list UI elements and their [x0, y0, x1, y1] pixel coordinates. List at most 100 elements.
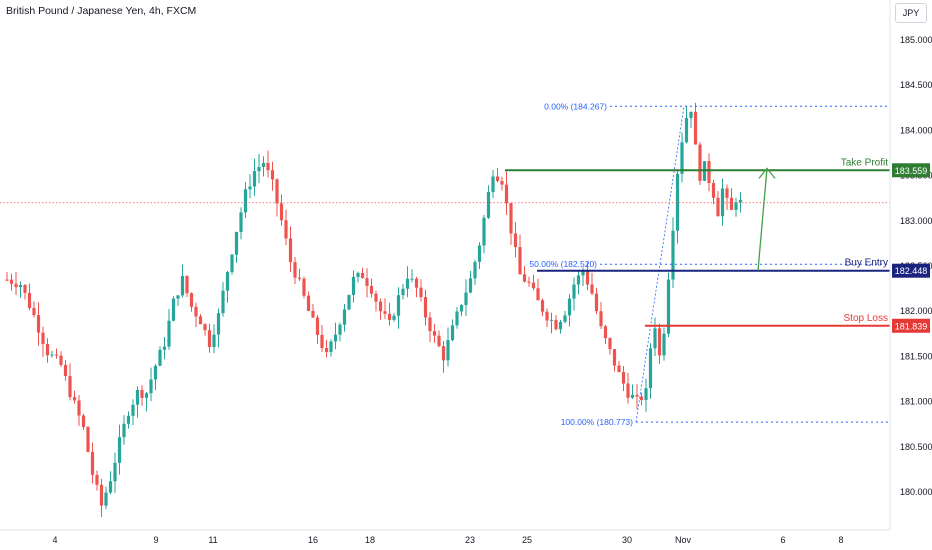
- candle-body: [185, 275, 189, 294]
- candle-body: [423, 297, 428, 318]
- candle-body: [432, 331, 437, 336]
- level-label: Take Profit: [841, 157, 888, 168]
- candle-body: [401, 288, 405, 296]
- candle: [275, 178, 279, 217]
- candle: [725, 184, 729, 210]
- candle-body: [230, 254, 234, 273]
- arrow-shaft: [757, 168, 768, 271]
- price-tag-label: 183.559: [895, 166, 928, 176]
- x-tick-label: 11: [208, 535, 217, 545]
- candle: [356, 271, 360, 283]
- candle-body: [662, 333, 666, 356]
- candle: [635, 384, 639, 410]
- candle-body: [378, 301, 383, 312]
- candle: [108, 471, 113, 495]
- candle: [693, 102, 698, 145]
- candle-body: [504, 184, 509, 204]
- candle-body: [738, 199, 743, 203]
- candle: [617, 361, 621, 373]
- candle: [666, 272, 671, 337]
- price-tag: [892, 263, 930, 278]
- candle-body: [522, 274, 527, 282]
- candle: [608, 337, 612, 355]
- candle: [554, 315, 558, 331]
- candle: [59, 351, 63, 368]
- candle-body: [153, 365, 158, 380]
- x-tick-label: 25: [522, 535, 532, 545]
- fib-level-label: 0.00% (184.267): [544, 101, 607, 111]
- candle: [653, 317, 657, 357]
- candle-body: [32, 308, 36, 316]
- price-tag-label: 182.448: [895, 266, 928, 276]
- candle-body: [374, 293, 378, 302]
- candle-body: [693, 111, 698, 145]
- candle: [347, 294, 351, 311]
- candle-body: [585, 270, 590, 285]
- fib-level-label: 50.00% (182.520): [529, 259, 597, 269]
- candle: [477, 242, 482, 269]
- candle: [482, 214, 486, 254]
- candle: [122, 415, 126, 445]
- candle-body: [284, 220, 288, 239]
- candle: [63, 360, 68, 381]
- candle: [671, 217, 675, 288]
- candle: [527, 276, 531, 287]
- y-tick-label: 184.500: [900, 80, 932, 90]
- candle-body: [171, 298, 176, 321]
- candle-body: [86, 427, 90, 452]
- candle-body: [207, 330, 212, 348]
- candle-body: [140, 389, 144, 398]
- candle: [576, 270, 581, 295]
- candle-body: [509, 203, 513, 234]
- candle-body: [720, 188, 725, 217]
- candle-body: [113, 462, 117, 482]
- candle: [518, 234, 522, 275]
- candle-body: [342, 309, 347, 325]
- candle: [509, 203, 513, 245]
- candle-body: [117, 437, 122, 463]
- candle-body: [333, 334, 338, 342]
- candle-body: [338, 324, 342, 335]
- price-tag: [892, 318, 930, 333]
- candle-body: [279, 203, 284, 221]
- candle-body: [216, 313, 221, 335]
- y-tick-label: 181.500: [900, 351, 932, 361]
- candle-body: [234, 231, 239, 255]
- candle-body: [90, 451, 95, 475]
- candle-body: [149, 379, 153, 394]
- candle: [41, 326, 45, 357]
- candle: [99, 478, 104, 517]
- candle: [261, 156, 266, 177]
- candle-body: [626, 383, 630, 398]
- candle-body: [414, 278, 419, 288]
- candle: [311, 303, 315, 318]
- y-tick-label: 180.500: [900, 442, 932, 452]
- candle: [351, 270, 356, 303]
- candle: [522, 265, 527, 283]
- candle: [396, 287, 401, 329]
- x-tick-label: 6: [780, 535, 785, 545]
- currency-button[interactable]: JPY: [895, 3, 927, 23]
- candle: [162, 337, 167, 360]
- candle: [504, 171, 509, 215]
- price-tag-label: 181.839: [895, 321, 928, 331]
- candle: [698, 142, 702, 185]
- candle: [144, 391, 149, 412]
- candle-body: [716, 197, 720, 217]
- candle: [104, 486, 108, 510]
- candle: [590, 272, 594, 296]
- candle: [32, 301, 36, 318]
- candle: [432, 323, 437, 343]
- y-tick-label: 184.000: [900, 125, 932, 135]
- candle: [68, 363, 72, 401]
- candle-body: [657, 328, 662, 356]
- candle-body: [527, 281, 531, 283]
- candle: [644, 378, 648, 412]
- candle-body: [135, 389, 140, 405]
- candle-body: [41, 332, 45, 344]
- candle: [342, 303, 347, 332]
- candle: [126, 411, 131, 429]
- candle-body: [36, 315, 41, 333]
- candle: [626, 372, 630, 404]
